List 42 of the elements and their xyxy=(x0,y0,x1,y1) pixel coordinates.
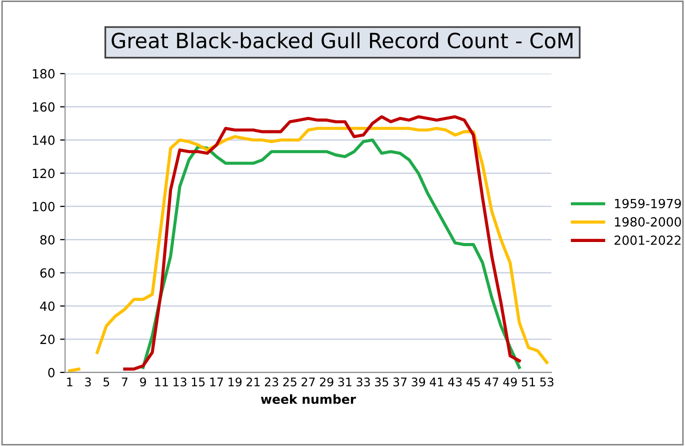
x-tick-label: 49 xyxy=(503,377,517,386)
x-tick-label: 11 xyxy=(155,378,168,386)
y-tick-label: 60 xyxy=(40,268,55,278)
y-tick-label: 100 xyxy=(32,202,55,212)
x-tick-label: 47 xyxy=(484,378,498,386)
x-tick-label: 3 xyxy=(85,377,91,386)
x-tick-label: 27 xyxy=(302,377,315,386)
x-axis-title: week number xyxy=(260,394,356,404)
x-tick-label: 13 xyxy=(174,377,186,386)
y-tick-label: 80 xyxy=(40,235,55,245)
x-tick-label: 29 xyxy=(320,377,334,386)
x-tick-label: 25 xyxy=(283,377,296,386)
chart-title: Great Black-backed Gull Record Count - CoM xyxy=(112,32,572,48)
legend-label: 1959-1979 xyxy=(615,198,681,208)
y-tick-label: 140 xyxy=(32,135,55,145)
y-tick-label: 180 xyxy=(32,69,55,79)
x-tick-label: 37 xyxy=(393,377,407,386)
y-tick-label: 120 xyxy=(32,168,55,178)
x-tick-label: 15 xyxy=(192,378,205,386)
legend-label: 1980-2000 xyxy=(615,217,681,227)
x-tick-label: 5 xyxy=(104,378,110,386)
x-tick-label: 35 xyxy=(375,377,388,386)
x-tick-label: 23 xyxy=(264,377,278,386)
x-tick-label: 33 xyxy=(356,377,370,386)
x-tick-label: 43 xyxy=(448,377,462,386)
x-tick-label: 17 xyxy=(210,378,223,386)
x-tick-label: 51 xyxy=(522,378,535,386)
legend-label: 2001-2022 xyxy=(614,236,681,245)
y-tick-label: 0 xyxy=(48,368,55,378)
x-tick-label: 9 xyxy=(140,377,146,386)
x-tick-label: 21 xyxy=(246,377,260,386)
x-tick-label: 7 xyxy=(122,378,128,386)
x-tick-label: 1 xyxy=(67,378,72,386)
y-tick-label: 160 xyxy=(32,102,55,112)
x-tick-label: 45 xyxy=(466,378,480,386)
x-tick-label: 19 xyxy=(228,377,242,386)
x-tick-label: 41 xyxy=(430,378,444,386)
x-tick-label: 53 xyxy=(540,377,554,386)
x-tick-label: 39 xyxy=(412,377,426,386)
x-tick-label: 31 xyxy=(338,377,352,386)
y-tick-label: 20 xyxy=(40,334,55,344)
y-tick-label: 40 xyxy=(40,301,55,311)
